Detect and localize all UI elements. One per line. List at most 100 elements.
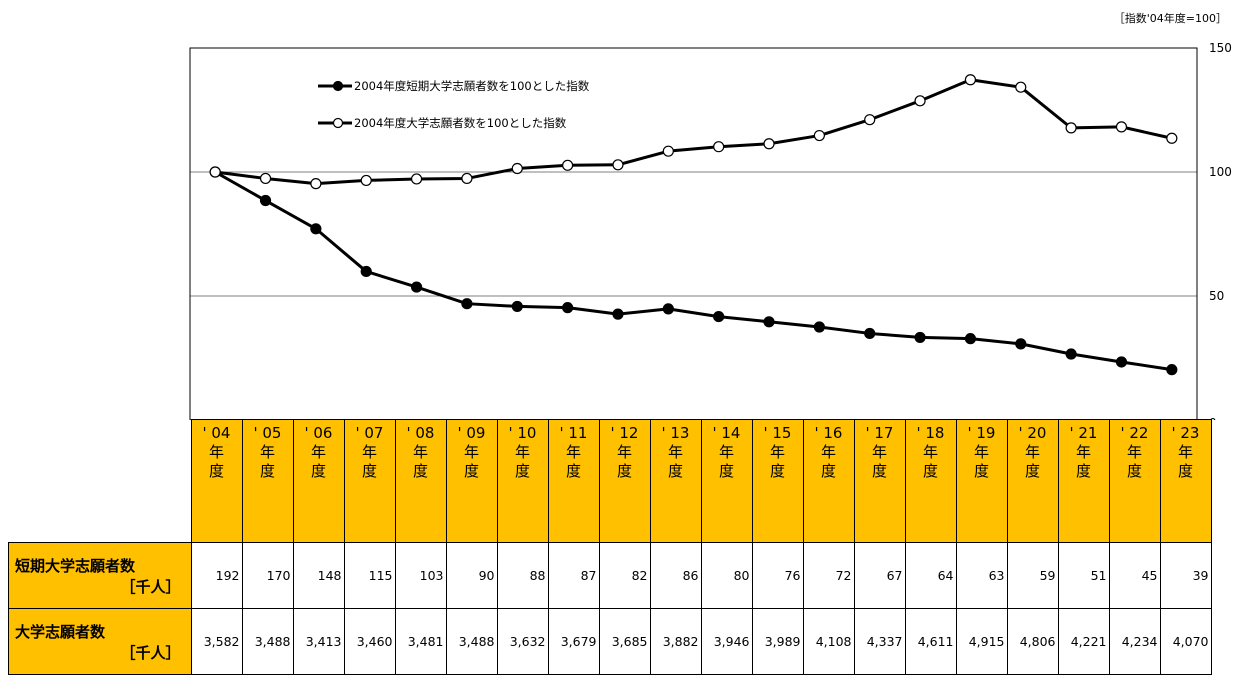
year-header: ' 20 年度 <box>1006 419 1059 543</box>
row-label-unit: ［千人］ <box>120 643 181 662</box>
year-header: ' 23 年度 <box>1159 419 1212 543</box>
data-point <box>763 316 775 328</box>
table-cell: 39 <box>1159 542 1212 609</box>
data-point <box>209 166 221 178</box>
series-1 <box>209 166 1178 376</box>
line-chart: 0 50 100 150 2004年度短期大学志願者数を100とした指数 2004年度大… <box>189 41 1232 420</box>
data-point <box>612 308 624 320</box>
table-cell: 3,488 <box>445 608 498 675</box>
year-header-text: ' 21 <box>1069 424 1098 442</box>
year-header: ' 10 年度 <box>496 419 549 543</box>
series-layer <box>209 74 1178 376</box>
year-header-text: ' 10 <box>508 424 537 442</box>
table-cell: 3,989 <box>751 608 804 675</box>
y-axis: 0 50 100 150 <box>1209 41 1232 420</box>
year-header: ' 22 年度 <box>1108 419 1161 543</box>
year-header-text: 年 <box>361 443 377 461</box>
legend: 2004年度短期大学志願者数を100とした指数 2004年度大学志願者数を100と… <box>318 79 590 130</box>
data-point <box>662 145 674 157</box>
table-cell: 4,234 <box>1108 608 1161 675</box>
data-point <box>562 302 574 314</box>
data-point <box>461 172 473 185</box>
year-header-text: 年 <box>565 443 581 461</box>
table-cell: 64 <box>904 542 957 609</box>
data-point <box>1115 356 1128 368</box>
row-label: 大学志願者数 ［千人］ <box>8 608 192 675</box>
row-label-unit: ［千人］ <box>120 577 181 596</box>
series-2 <box>209 74 1178 190</box>
table-cell: 3,582 <box>190 608 243 675</box>
year-header-text: ' 16 <box>814 424 843 442</box>
row-label: 短期大学志願者数 ［千人］ <box>8 542 192 609</box>
year-header-text: ' 09 <box>457 424 486 442</box>
data-point <box>612 159 624 171</box>
legend-label: 2004年度大学志願者数を100とした指数 <box>354 116 567 130</box>
year-header-text: ' 12 <box>610 424 639 442</box>
year-header-text: ' 18 <box>916 424 945 442</box>
data-point <box>1015 81 1027 93</box>
data-point <box>914 95 926 107</box>
year-header-text: ' 13 <box>661 424 690 442</box>
year-header: ' 13 年度 <box>649 419 702 543</box>
year-header-text: ' 04 <box>202 424 231 442</box>
data-point <box>1015 338 1027 350</box>
table-cell: 67 <box>853 542 906 609</box>
year-header-text: 度 <box>361 462 377 480</box>
table-cell: 103 <box>394 542 447 609</box>
table-cell: 3,488 <box>241 608 294 675</box>
data-point <box>813 321 825 333</box>
year-header-text: 度 <box>1177 462 1193 480</box>
table-cell: 3,882 <box>649 608 702 675</box>
table-cell: 72 <box>802 542 855 609</box>
year-header-text: ' 14 <box>712 424 741 442</box>
data-point <box>410 281 423 293</box>
data-point <box>713 141 725 153</box>
year-header-text: 度 <box>412 462 428 480</box>
year-header-text: 年 <box>922 443 938 461</box>
table-cell: 3,685 <box>598 608 651 675</box>
y-tick-label: 100 <box>1209 165 1232 179</box>
year-header-text: 度 <box>973 462 989 480</box>
series-line <box>214 170 1173 372</box>
table-cell: 4,070 <box>1159 608 1212 675</box>
table-cell: 148 <box>292 542 345 609</box>
data-table: ' 04 年度 ' 05 年度 ' 06 年度 ' 07 年度 ' 08 年度 ' 09 年度 ' 10… <box>8 419 1212 675</box>
table-cell: 59 <box>1006 542 1059 609</box>
year-header: ' 14 年度 <box>700 419 753 543</box>
data-point <box>864 327 876 340</box>
year-header-text: 年 <box>514 443 530 461</box>
year-header-text: 年 <box>616 443 632 461</box>
data-point <box>1065 122 1077 134</box>
year-header: ' 17 年度 <box>853 419 906 543</box>
year-header: ' 12 年度 <box>598 419 651 543</box>
year-header-text: 度 <box>769 462 785 480</box>
year-header-text: 年 <box>412 443 428 461</box>
data-point <box>964 333 977 345</box>
table-cell: 4,806 <box>1006 608 1059 675</box>
year-header-text: 度 <box>259 462 275 480</box>
year-header: ' 16 年度 <box>802 419 855 543</box>
data-point <box>813 129 825 142</box>
plot-area <box>189 47 1198 420</box>
year-header-text: 年 <box>871 443 887 461</box>
data-point <box>1166 132 1178 144</box>
data-point <box>310 178 322 190</box>
table-cell: 3,632 <box>496 608 549 675</box>
year-header-text: 年 <box>1177 443 1193 461</box>
table-row: 短期大学志願者数 ［千人］ 192 170 148 115 103 90 88 87 82 86 80 7… <box>8 542 1212 609</box>
year-header-text: 度 <box>1024 462 1040 480</box>
year-header-text: 年 <box>259 443 275 461</box>
table-cell: 192 <box>190 542 243 609</box>
table-cell: 76 <box>751 542 804 609</box>
table-cell: 63 <box>955 542 1008 609</box>
year-header-text: ' 07 <box>355 424 384 442</box>
year-header: ' 08 年度 <box>394 419 447 543</box>
data-point <box>964 74 977 86</box>
table-cell: 4,337 <box>853 608 906 675</box>
year-header-text: ' 11 <box>559 424 588 442</box>
row-label-text: 大学志願者数 <box>15 622 106 641</box>
year-header-text: 度 <box>565 462 581 480</box>
year-header-text: 年 <box>208 443 224 461</box>
table-body: 短期大学志願者数 ［千人］ 192 170 148 115 103 90 88 87 82 86 80 7… <box>8 542 1212 675</box>
legend-swatch-marker <box>332 117 344 129</box>
